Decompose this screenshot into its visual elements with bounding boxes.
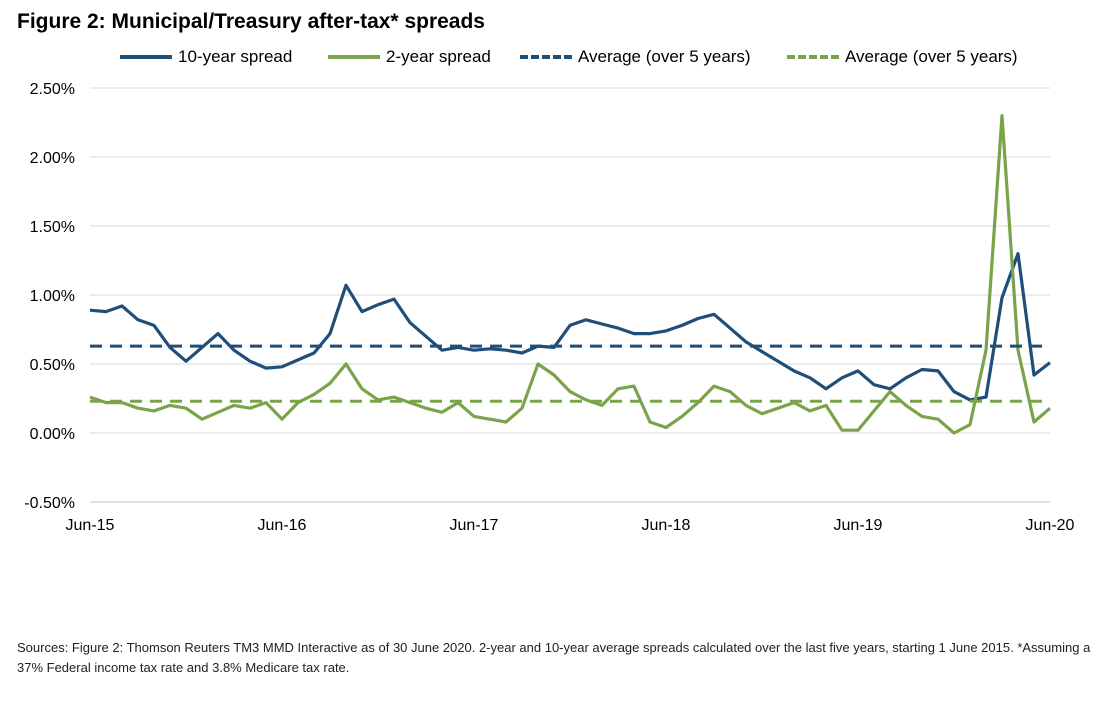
series-10yr-line xyxy=(89,252,1051,402)
legend-label-avg-2yr: Average (over 5 years) xyxy=(845,47,1018,66)
legend-swatch-avg-10yr xyxy=(520,55,572,59)
y-tick-label: 2.00% xyxy=(30,150,75,167)
chart-legend: 10-year spread 2-year spread Average (ov… xyxy=(120,45,1080,69)
legend-label-2yr: 2-year spread xyxy=(386,47,491,66)
x-tick-label: Jun-15 xyxy=(66,517,115,534)
x-tick-label: Jun-19 xyxy=(834,517,883,534)
x-tick-label: Jun-18 xyxy=(642,517,691,534)
line-chart: 2.50% 2.00% 1.50% 1.00% 0.50% 0.00% -0.50% Jun-… xyxy=(24,81,1075,534)
legend-label-avg-10yr: Average (over 5 years) xyxy=(578,47,751,66)
legend-item-avg-2yr: Average (over 5 years) xyxy=(787,45,1018,69)
x-tick-label: Jun-16 xyxy=(258,517,307,534)
legend-swatch-avg-2yr xyxy=(787,55,839,59)
legend-swatch-2yr xyxy=(328,55,380,59)
legend-item-10yr: 10-year spread xyxy=(120,45,292,69)
legend-label-10yr: 10-year spread xyxy=(178,47,293,66)
y-tick-label: 1.50% xyxy=(30,219,75,236)
x-tick-label: Jun-17 xyxy=(450,517,499,534)
y-tick-label: 1.00% xyxy=(30,288,75,305)
legend-item-avg-10yr: Average (over 5 years) xyxy=(520,45,751,69)
chart-title: Figure 2: Municipal/Treasury after-tax* … xyxy=(17,10,485,33)
y-tick-label: -0.50% xyxy=(24,495,75,512)
source-note: Sources: Figure 2: Thomson Reuters TM3 M… xyxy=(17,640,1091,675)
y-tick-label: 2.50% xyxy=(30,81,75,98)
series-2yr-line xyxy=(89,113,1052,435)
y-tick-label: 0.00% xyxy=(30,426,75,443)
x-tick-label: Jun-20 xyxy=(1026,517,1075,534)
legend-item-2yr: 2-year spread xyxy=(328,45,491,69)
y-tick-label: 0.50% xyxy=(30,357,75,374)
legend-swatch-10yr xyxy=(120,55,172,59)
